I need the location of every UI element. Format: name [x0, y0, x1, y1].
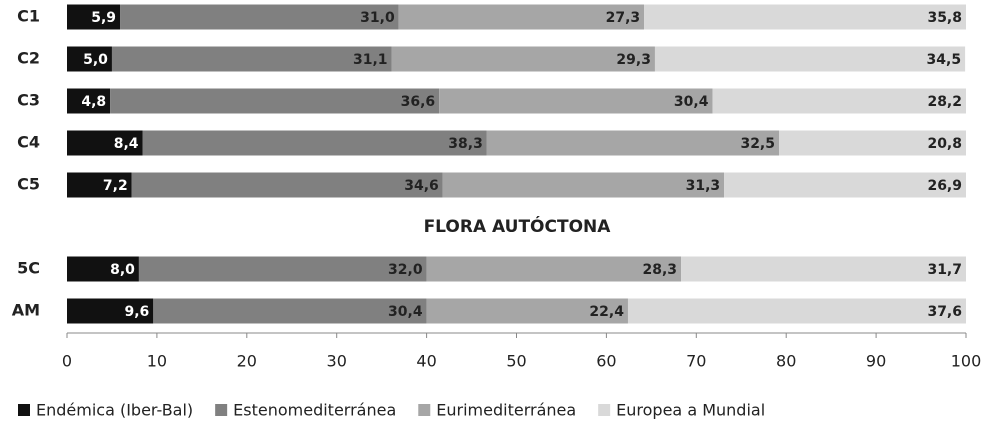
data-label: 34,6	[404, 178, 439, 194]
data-label: 36,6	[401, 94, 436, 110]
bar-segment	[426, 298, 628, 324]
data-label: 8,0	[110, 262, 135, 278]
bar-segment	[67, 298, 154, 324]
legend-label: Europea a Mundial	[616, 401, 765, 420]
data-label: 29,3	[616, 52, 651, 68]
bar-segment	[110, 88, 440, 114]
x-tick-label: 20	[237, 352, 257, 371]
x-tick-label: 90	[866, 352, 886, 371]
legend-swatch	[215, 404, 228, 416]
bar-segment	[398, 4, 645, 30]
bar-segment	[442, 172, 725, 198]
data-label: 32,0	[388, 262, 423, 278]
bar-segment	[153, 298, 427, 324]
bar-segment	[712, 88, 966, 114]
data-label: 31,0	[360, 10, 395, 26]
x-tick-label: 0	[62, 352, 72, 371]
annotation: FLORA AUTÓCTONA	[424, 215, 612, 237]
bar-segment	[120, 4, 399, 30]
bar-segment	[391, 46, 655, 72]
legend-swatch	[18, 404, 30, 416]
x-tick-label: 50	[506, 352, 526, 371]
x-tick-label: 60	[596, 352, 616, 371]
bar-segment	[67, 4, 121, 30]
legend-label: Eurimediterránea	[436, 401, 576, 420]
data-label: 8,4	[114, 136, 139, 152]
data-label: 37,6	[927, 304, 962, 320]
data-label: 32,5	[740, 136, 775, 152]
data-label: 30,4	[674, 94, 709, 110]
y-tick-label: C5	[17, 175, 40, 194]
bar-segment	[681, 256, 966, 282]
bar-segment	[67, 130, 143, 156]
data-label: 22,4	[589, 304, 624, 320]
bar-segment	[486, 130, 780, 156]
bar-segment	[67, 88, 111, 114]
legend-swatch	[598, 404, 611, 416]
x-tick-label: 80	[776, 352, 796, 371]
bar-segment	[111, 46, 392, 72]
y-tick-label: AM	[12, 301, 40, 320]
bar-segment	[426, 256, 682, 282]
bar-segment	[142, 130, 487, 156]
data-label: 30,4	[388, 304, 423, 320]
x-tick-label: 30	[327, 352, 347, 371]
bar-segment	[138, 256, 427, 282]
legend-label: Endémica (Iber-Bal)	[36, 401, 193, 420]
bar-segment	[67, 46, 112, 72]
data-label: 20,8	[927, 136, 962, 152]
data-label: 28,2	[927, 94, 962, 110]
x-tick-label: 70	[686, 352, 706, 371]
bar-segment	[439, 88, 713, 114]
data-label: 7,2	[103, 178, 128, 194]
data-label: 34,5	[927, 52, 962, 68]
bar-segment	[67, 172, 132, 198]
y-tick-label: 5C	[17, 259, 40, 278]
y-tick-label: C4	[17, 133, 40, 152]
bar-segment	[131, 172, 443, 198]
legend-label: Estenomediterránea	[233, 401, 396, 420]
data-label: 31,1	[353, 52, 388, 68]
bar-segment	[67, 256, 139, 282]
data-label: 5,9	[91, 10, 116, 26]
y-tick-label: C2	[17, 49, 40, 68]
bar-segment	[627, 298, 966, 324]
data-label: 5,0	[83, 52, 108, 68]
data-label: 38,3	[448, 136, 483, 152]
data-label: 9,6	[124, 304, 149, 320]
data-label: 26,9	[927, 178, 962, 194]
legend-swatch	[418, 404, 431, 416]
data-label: 31,7	[927, 262, 962, 278]
x-tick-label: 10	[147, 352, 167, 371]
y-tick-label: C1	[17, 7, 40, 26]
bar-segment	[644, 4, 966, 30]
data-label: 4,8	[81, 94, 106, 110]
bar-segment	[724, 172, 966, 198]
data-label: 31,3	[686, 178, 721, 194]
data-label: 28,3	[642, 262, 677, 278]
bar-segment	[779, 130, 966, 156]
data-label: 35,8	[927, 10, 962, 26]
data-label: 27,3	[606, 10, 641, 26]
x-tick-label: 40	[416, 352, 436, 371]
y-tick-label: C3	[17, 91, 40, 110]
bar-segment	[654, 46, 966, 72]
x-tick-label: 100	[951, 352, 982, 371]
